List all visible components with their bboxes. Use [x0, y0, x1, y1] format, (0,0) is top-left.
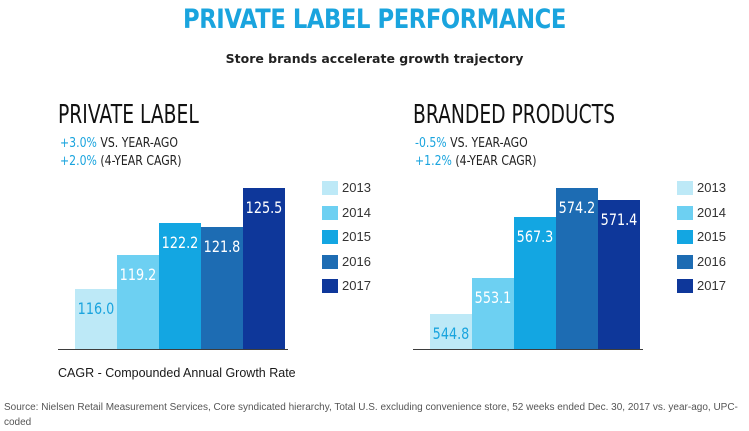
legend-label: 2014 [697, 204, 726, 220]
year-ago-stat: +3.0% VS. YEAR-AGO [60, 136, 178, 151]
legend-swatch [322, 181, 338, 195]
source-note: Source: Nielsen Retail Measurement Servi… [4, 402, 738, 428]
legend-swatch [677, 230, 693, 244]
legend-swatch [322, 254, 338, 269]
legend-swatch [322, 230, 338, 244]
legend-label: 2014 [342, 204, 371, 220]
bar-value-label: 574.2 [558, 197, 596, 217]
bar-value-label: 567.3 [516, 227, 554, 247]
stat-value: -0.5% [415, 136, 447, 151]
legend-item-2017: 2017 [322, 277, 412, 297]
year-ago-stat: -0.5% VS. YEAR-AGO [415, 136, 528, 151]
legend-label: 2013 [342, 180, 371, 195]
x-axis-line [58, 349, 288, 350]
legend-label: 2016 [342, 253, 371, 269]
private-label-chart: PRIVATE LABEL +3.0% VS. YEAR-AGO +2.0% (… [58, 100, 398, 355]
bar-2014: 119.2 [117, 255, 159, 349]
cagr-footnote: CAGR - Compounded Annual Growth Rate [58, 366, 296, 380]
bar-plot: 544.8 553.1 567.3 574.2 571.4 [413, 100, 749, 355]
bar-2013: 544.8 [430, 313, 472, 349]
legend-label: 2017 [697, 278, 726, 293]
bar-value-label: 119.2 [119, 265, 157, 285]
bar-2016: 574.2 [556, 187, 598, 349]
bar-value-label: 121.8 [203, 237, 241, 257]
bar-2013: 116.0 [75, 289, 117, 349]
legend-item-2014: 2014 [322, 204, 412, 224]
bar-value-label: 553.1 [474, 287, 512, 307]
bar-value-label: 125.5 [245, 197, 283, 217]
legend-item-2017: 2017 [677, 277, 749, 297]
bar-plot: 116.0 119.2 122.2 121.8 125.5 [58, 100, 398, 355]
bar-2016: 121.8 [201, 227, 243, 349]
legend-label: 2016 [697, 253, 726, 269]
bar-2017: 125.5 [243, 187, 285, 349]
legend-swatch [677, 181, 693, 195]
legend-item-2015: 2015 [322, 228, 412, 248]
bar-value-label: 544.8 [432, 323, 470, 343]
legend-item-2016: 2016 [322, 253, 412, 273]
stat-label: (4-YEAR CAGR) [96, 154, 182, 169]
bar-value-label: 122.2 [161, 233, 199, 253]
legend-swatch [677, 205, 693, 220]
x-axis-line [413, 349, 643, 350]
bar-2015: 122.2 [159, 223, 201, 349]
stat-label: (4-YEAR CAGR) [451, 154, 537, 169]
bar-2017: 571.4 [598, 199, 640, 349]
legend-label: 2017 [342, 278, 371, 293]
stat-value: +2.0% [60, 154, 97, 169]
branded-products-chart: BRANDED PRODUCTS -0.5% VS. YEAR-AGO +1.2… [413, 100, 749, 355]
legend-label: 2013 [697, 180, 726, 195]
cagr-stat: +1.2% (4-YEAR CAGR) [415, 154, 537, 169]
legend-label: 2015 [342, 229, 371, 244]
cagr-stat: +2.0% (4-YEAR CAGR) [60, 154, 182, 169]
bar-value-label: 571.4 [600, 209, 638, 229]
legend-item-2016: 2016 [677, 253, 749, 273]
bar-2015: 567.3 [514, 217, 556, 349]
legend-item-2013: 2013 [677, 179, 749, 199]
page-subtitle: Store brands accelerate growth trajector… [225, 51, 524, 66]
bar-2014: 553.1 [472, 277, 514, 349]
legend-swatch [322, 279, 338, 293]
bar-value-label: 116.0 [77, 299, 115, 319]
legend-swatch [677, 254, 693, 269]
legend-item-2014: 2014 [677, 204, 749, 224]
stat-label: VS. YEAR-AGO [446, 136, 528, 151]
stat-value: +1.2% [415, 154, 452, 169]
page-title: PRIVATE LABEL PERFORMANCE [183, 4, 566, 35]
legend-item-2015: 2015 [677, 228, 749, 248]
legend-item-2013: 2013 [322, 179, 412, 199]
chart-title: BRANDED PRODUCTS [413, 100, 616, 130]
stat-value: +3.0% [60, 136, 97, 151]
legend-swatch [677, 279, 693, 293]
chart-title: PRIVATE LABEL [58, 100, 199, 130]
legend-label: 2015 [697, 229, 726, 244]
stat-label: VS. YEAR-AGO [96, 136, 178, 151]
legend-swatch [322, 205, 338, 220]
